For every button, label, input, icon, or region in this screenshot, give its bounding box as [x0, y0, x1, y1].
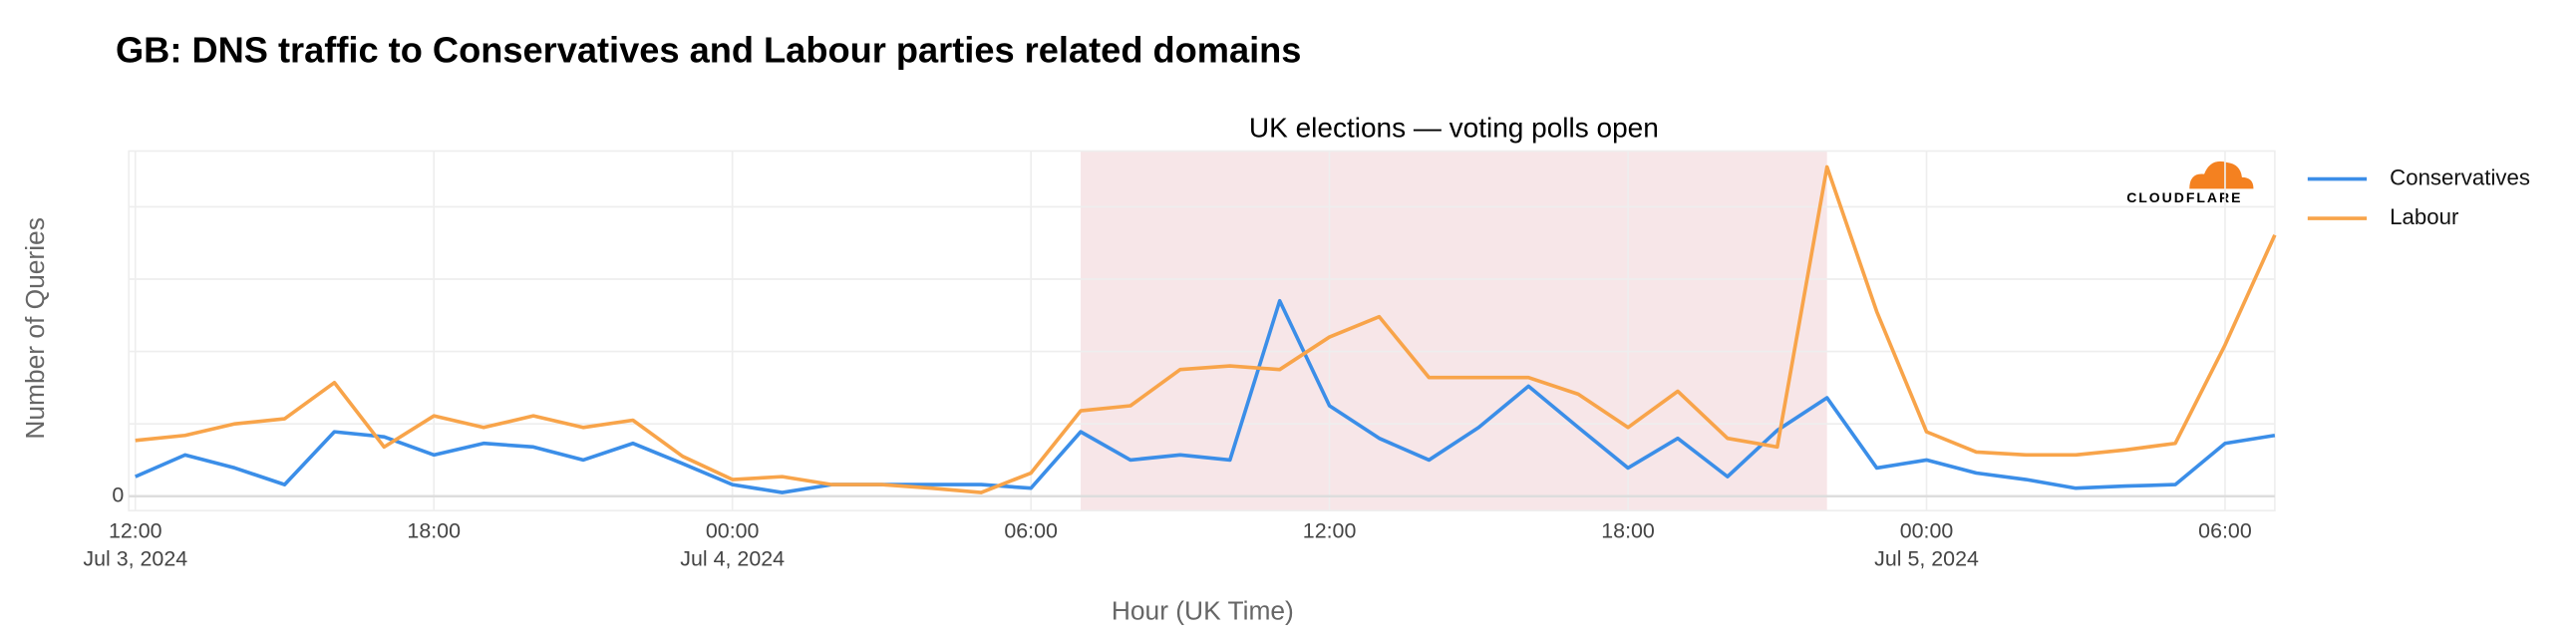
x-tick-label: 06:00: [2198, 518, 2252, 542]
legend-label: Labour: [2390, 204, 2459, 229]
x-tick-date: Jul 5, 2024: [1874, 546, 1979, 570]
y-tick-label: 0: [112, 482, 124, 506]
y-axis-label: Number of Queries: [20, 217, 50, 440]
logo: CLOUDFLARE: [2126, 160, 2254, 205]
plot-frame: [128, 150, 2276, 512]
logo-cloud: [2189, 160, 2254, 189]
annotation-band: [1081, 151, 1827, 511]
x-tick-label: 18:00: [1601, 518, 1655, 542]
x-tick-label: 18:00: [407, 518, 461, 542]
x-tick-date: Jul 3, 2024: [83, 546, 187, 570]
x-axis-label: Hour (UK Time): [1112, 595, 1294, 625]
x-tick-label: 00:00: [706, 518, 760, 542]
series-line: [135, 298, 2276, 494]
series-line: [135, 164, 2277, 494]
x-tick-label: 06:00: [1004, 518, 1058, 542]
legend-label: Conservatives: [2390, 164, 2530, 189]
logo-text: CLOUDFLARE: [2126, 189, 2242, 205]
x-tick-label: 12:00: [1303, 518, 1357, 542]
annotation-text: UK elections — voting polls open: [1249, 113, 1659, 144]
x-tick-label: 00:00: [1900, 518, 1954, 542]
x-tick-date: Jul 4, 2024: [680, 546, 785, 570]
x-tick-label: 12:00: [109, 518, 162, 542]
chart-title: GB: DNS traffic to Conservatives and Lab…: [116, 29, 1301, 70]
